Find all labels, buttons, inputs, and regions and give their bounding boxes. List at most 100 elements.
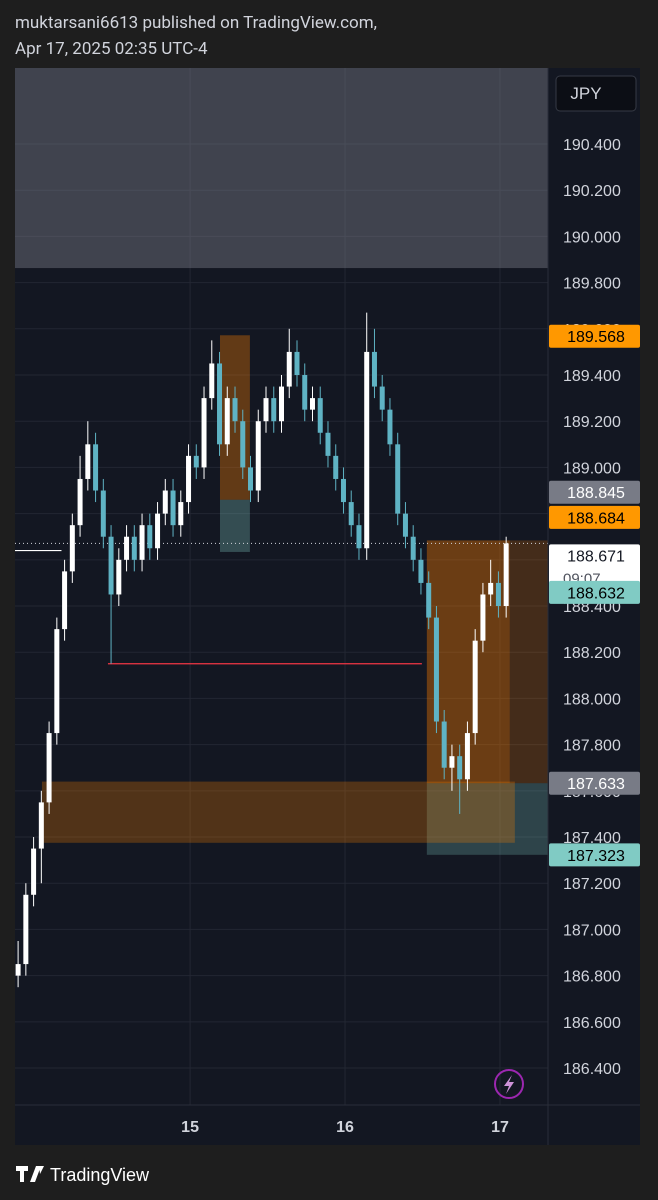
candle-body	[325, 432, 331, 456]
y-tick-label: 190.200	[563, 183, 621, 200]
date-line: Apr 17, 2025 02:35 UTC-4	[15, 39, 208, 59]
candle-body	[418, 559, 424, 583]
price-label-box	[549, 771, 640, 795]
candle-body	[387, 409, 393, 445]
x-tick-label: 17	[491, 1119, 509, 1136]
candle-body	[472, 640, 478, 734]
candle-body	[15, 964, 21, 976]
candle-body	[503, 543, 509, 607]
y-tick-label: 188.200	[563, 645, 621, 662]
zone	[426, 540, 510, 784]
zone	[219, 499, 250, 552]
candle-body	[54, 629, 60, 734]
zone	[15, 68, 548, 269]
candle-body	[77, 478, 83, 526]
candle-body	[124, 536, 130, 560]
y-tick-label: 186.400	[563, 1061, 621, 1078]
candle-body	[441, 721, 447, 768]
chart-background	[15, 68, 640, 1145]
y-tick-label: 189.000	[563, 460, 621, 477]
brand: TradingView	[50, 1165, 150, 1185]
y-tick-label: 187.000	[563, 922, 621, 939]
candle-body	[294, 351, 300, 376]
candle-body	[232, 398, 238, 422]
price-label: 187.633	[567, 776, 625, 793]
candle-body	[255, 421, 261, 491]
candle-body	[116, 559, 122, 595]
y-tick-label: 190.400	[563, 137, 621, 154]
candle-body	[271, 398, 277, 422]
candle-body	[449, 756, 455, 768]
candle-body	[364, 351, 370, 549]
candle-body	[23, 894, 29, 965]
candle-body	[317, 398, 323, 433]
candle-body	[217, 363, 223, 445]
zone	[426, 783, 548, 855]
header: muktarsani6613 published on TradingView.…	[15, 10, 377, 62]
candle-body	[131, 536, 137, 560]
y-tick-label: 186.800	[563, 969, 621, 986]
candle-body	[147, 525, 153, 549]
candle-body	[209, 363, 215, 399]
candle-body	[108, 536, 114, 595]
brand-logo	[16, 1166, 44, 1182]
candle-body	[309, 398, 315, 410]
candle-body	[100, 490, 106, 537]
candle-body	[379, 386, 385, 410]
y-tick-label: 189.200	[563, 414, 621, 431]
candle-body	[62, 571, 68, 630]
zone	[219, 335, 250, 500]
candle-body	[410, 536, 416, 560]
candle-body	[333, 455, 339, 479]
candle-body	[224, 398, 230, 445]
candle-body	[348, 502, 354, 526]
candle-body	[240, 421, 246, 468]
y-tick-label: 187.600	[563, 784, 621, 801]
price-axis: 186.400 186.600 186.800 187.000 187.200 187.4…	[549, 137, 640, 1078]
candle-body	[488, 582, 494, 595]
candle-body	[85, 444, 91, 479]
candle-body	[495, 582, 501, 607]
candle-body	[139, 525, 145, 560]
candle-body	[286, 351, 292, 387]
price-label: 187.323	[567, 848, 625, 865]
candle-body	[433, 617, 439, 722]
y-tick-label: 186.600	[563, 1015, 621, 1032]
candle-body	[464, 733, 470, 780]
y-tick-label: 187.800	[563, 738, 621, 755]
price-label: 188.671	[567, 548, 625, 565]
candle-body	[193, 455, 199, 468]
plot	[15, 68, 548, 1105]
candle-body	[186, 455, 192, 503]
candle-body	[402, 513, 408, 537]
candle-body	[155, 513, 161, 549]
price-label: 188.684	[567, 510, 625, 527]
price-label-box	[549, 544, 640, 591]
candle-body	[31, 848, 37, 895]
author-line: muktarsani6613 published on TradingView.…	[15, 13, 377, 33]
candle-body	[340, 478, 346, 503]
y-tick-label: 189.400	[563, 368, 621, 385]
candle-body	[162, 490, 168, 514]
candle-body	[395, 444, 401, 514]
currency: JPY	[570, 84, 601, 103]
y-tick-label: 190.000	[563, 229, 621, 246]
candle-body	[46, 733, 52, 803]
y-tick-label: 189.800	[563, 276, 621, 293]
x-tick-label: 15	[181, 1119, 199, 1136]
candle-body	[480, 594, 486, 641]
price-label: 188.845	[567, 485, 625, 502]
price-label-box	[549, 505, 640, 529]
price-label: 188.632	[567, 585, 625, 602]
alert-icon-bolt	[504, 1075, 514, 1094]
price-label: 189.568	[567, 329, 625, 346]
y-tick-label: 188.000	[563, 691, 621, 708]
y-tick-label: 188.800	[563, 507, 621, 524]
price-label-box	[549, 480, 640, 504]
y-tick-label: 187.200	[563, 876, 621, 893]
zone	[41, 781, 515, 843]
alert-icon[interactable]	[494, 1069, 524, 1099]
price-label-box	[549, 843, 640, 867]
